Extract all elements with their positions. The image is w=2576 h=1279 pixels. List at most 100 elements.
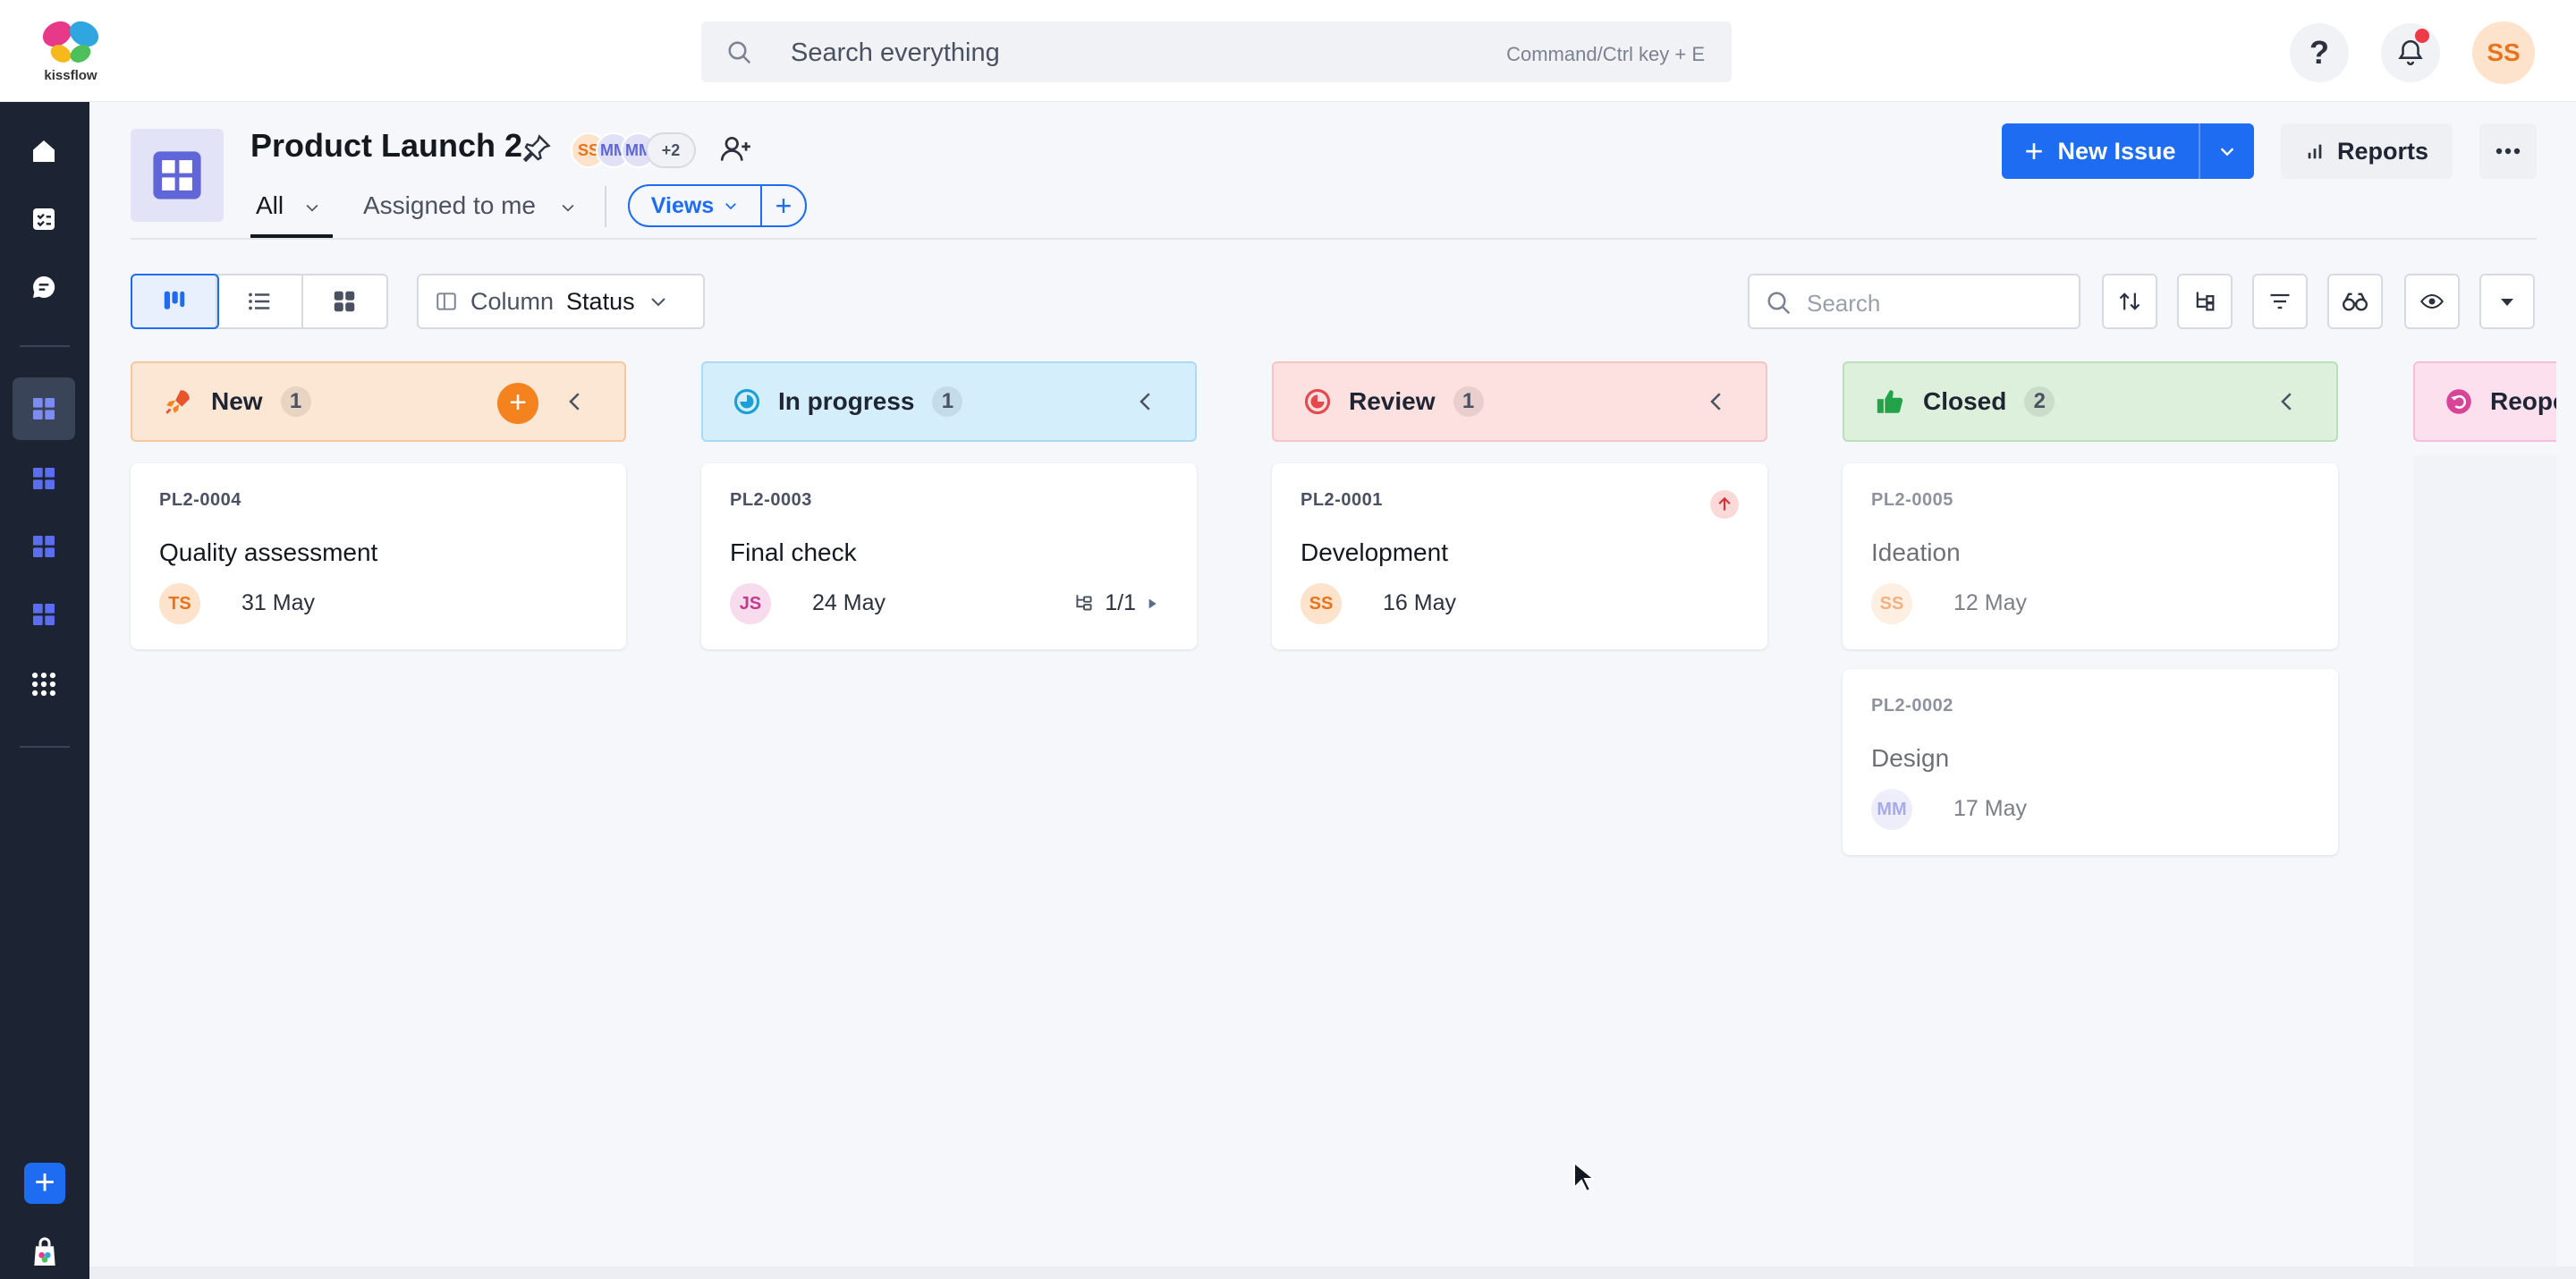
add-card-button[interactable]: + (497, 383, 538, 424)
column-header-closed[interactable]: Closed 2 (1843, 361, 2338, 442)
project-nav-active[interactable] (13, 377, 75, 440)
project-nav-4[interactable] (13, 583, 75, 646)
left-rail: + (0, 102, 89, 1279)
chevron-left-icon[interactable] (2274, 388, 2301, 415)
kissflow-logo[interactable]: kissflow (39, 18, 102, 86)
progress-icon (733, 388, 760, 415)
column-by-select[interactable]: Column Status (417, 274, 705, 329)
issue-card[interactable]: PL2-0005 Ideation SS 12 May (1843, 463, 2338, 649)
priority-badge[interactable] (1710, 490, 1739, 519)
user-avatar[interactable]: SS (2472, 21, 2535, 84)
more-tools-dropdown[interactable] (2479, 274, 2535, 329)
visibility-button[interactable] (2404, 274, 2460, 329)
more-members-count: +2 (646, 132, 696, 168)
assignee-avatar[interactable]: TS (159, 583, 200, 624)
views-dropdown[interactable]: Views (628, 184, 762, 227)
board-search-input[interactable]: Search (1748, 274, 2080, 329)
tasks-nav[interactable] (13, 188, 75, 250)
search-placeholder: Search everything (791, 38, 1000, 67)
project-title: Product Launch 2 (250, 127, 523, 164)
checklist-icon (33, 208, 55, 230)
assignee-avatar[interactable]: MM (1871, 789, 1912, 830)
tab-all[interactable]: All (256, 191, 321, 220)
column-header-new[interactable]: New 1 + (131, 361, 626, 442)
thumbs-up-icon (1877, 390, 1903, 413)
issue-card[interactable]: PL2-0002 Design MM 17 May (1843, 669, 2338, 855)
filter-button[interactable] (2252, 274, 2308, 329)
column-count: 2 (2024, 386, 2055, 417)
tab-all-label: All (256, 191, 284, 219)
issue-title: Ideation (1871, 538, 1961, 566)
reports-label: Reports (2336, 137, 2428, 165)
issue-card[interactable]: PL2-0004 Quality assessment TS 31 May (131, 463, 626, 649)
add-member-button[interactable] (719, 132, 753, 171)
column-header-reopen[interactable]: Reope (2413, 361, 2556, 442)
grid-icon (33, 536, 55, 557)
plus-icon: + (509, 385, 527, 419)
column-name: In progress (778, 387, 915, 415)
issue-card[interactable]: PL2-0003 Final check JS 24 May 1/1 (701, 463, 1197, 649)
board-search-placeholder: Search (1807, 290, 1881, 317)
apps-nav[interactable] (13, 653, 75, 716)
search-icon (728, 41, 751, 64)
reopen-column-body (2413, 456, 2556, 1279)
views-label: Views (650, 192, 715, 218)
subtask-count-text: 1/1 (1105, 590, 1136, 615)
project-nav-3[interactable] (13, 515, 75, 578)
pin-button[interactable] (521, 132, 553, 169)
help-button[interactable]: ? (2290, 23, 2349, 82)
list-view-button[interactable] (217, 275, 303, 327)
chat-nav[interactable] (13, 256, 75, 318)
watch-button[interactable] (2327, 274, 2383, 329)
board-view-button[interactable] (130, 274, 220, 329)
hierarchy-button[interactable] (2177, 274, 2233, 329)
column-by-value: Status (566, 287, 635, 315)
tab-assigned-to-me[interactable]: Assigned to me (363, 191, 577, 220)
tabs-divider (605, 186, 606, 227)
assignee-avatar[interactable]: SS (1871, 583, 1912, 624)
column-name: Review (1349, 387, 1436, 415)
sort-button[interactable] (2102, 274, 2157, 329)
issue-card[interactable]: PL2-0001 Development SS 16 May (1272, 463, 1767, 649)
global-search-input[interactable]: Search everything Command/Ctrl key + E (701, 21, 1732, 82)
grid-icon (33, 398, 55, 419)
grid-view-button[interactable] (303, 275, 386, 327)
home-nav[interactable] (13, 120, 75, 182)
create-button[interactable]: + (24, 1163, 65, 1204)
new-issue-dropdown[interactable] (2199, 123, 2254, 179)
add-view-button[interactable]: + (760, 184, 807, 227)
column-count: 1 (280, 386, 311, 417)
columns-icon (436, 292, 456, 310)
issue-key: PL2-0004 (159, 490, 242, 510)
due-date: 16 May (1383, 590, 1456, 615)
chevron-left-icon[interactable] (1132, 388, 1159, 415)
notifications-button[interactable] (2381, 23, 2440, 82)
search-shortcut-hint: Command/Ctrl key + E (1506, 43, 1705, 65)
issue-title: Quality assessment (159, 538, 378, 566)
column-name: New (211, 387, 263, 415)
new-issue-button[interactable]: + New Issue (2002, 123, 2199, 179)
chevron-left-icon[interactable] (562, 388, 589, 415)
review-icon (1304, 388, 1331, 415)
assignee-avatar[interactable]: SS (1301, 583, 1342, 624)
chevron-left-icon[interactable] (1703, 388, 1730, 415)
chevron-down-icon (2220, 148, 2234, 157)
project-icon (131, 129, 224, 222)
marketplace-nav[interactable] (27, 1234, 63, 1275)
project-nav-2[interactable] (13, 447, 75, 510)
more-options-button[interactable] (2479, 123, 2537, 179)
top-bar: kissflow Search everything Command/Ctrl … (0, 0, 2576, 102)
column-header-in-progress[interactable]: In progress 1 (701, 361, 1197, 442)
issue-key: PL2-0003 (730, 490, 812, 510)
issue-key: PL2-0002 (1871, 696, 1953, 716)
subtask-count[interactable]: 1/1 (1072, 590, 1159, 616)
reopen-icon (2446, 389, 2471, 414)
rail-divider (20, 345, 70, 347)
reports-button[interactable]: Reports (2281, 123, 2453, 179)
due-date: 31 May (242, 590, 315, 615)
issue-title: Final check (730, 538, 857, 566)
logo-text: kissflow (44, 68, 97, 83)
assignee-avatar[interactable]: JS (730, 583, 771, 624)
column-header-review[interactable]: Review 1 (1272, 361, 1767, 442)
column-header-reopen-clip: Reope (2413, 361, 2556, 442)
